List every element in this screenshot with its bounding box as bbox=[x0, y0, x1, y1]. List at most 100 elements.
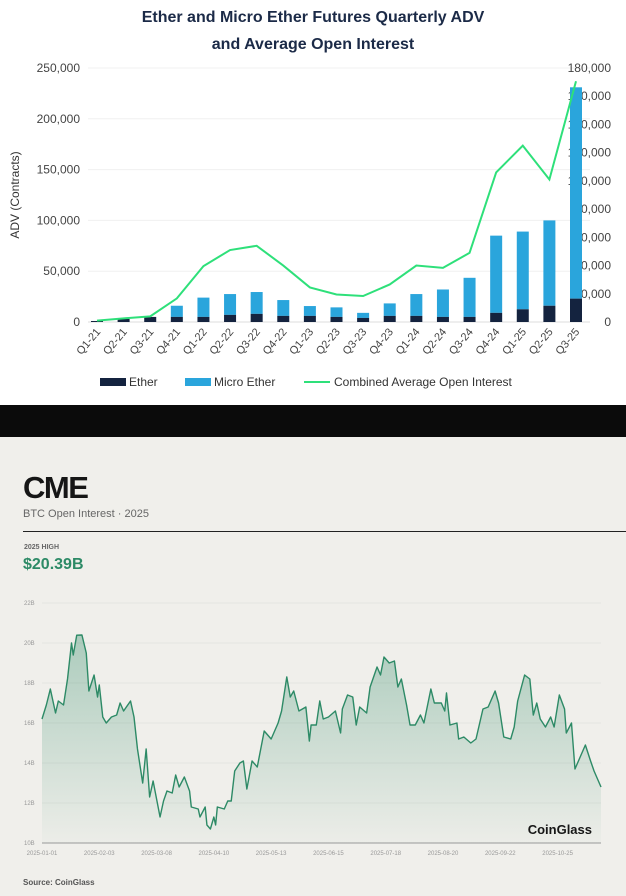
bar-micro-ether bbox=[490, 235, 503, 313]
x-tick-label: Q3-22 bbox=[234, 326, 263, 357]
header-rule bbox=[23, 531, 626, 532]
bar-ether bbox=[197, 316, 210, 322]
y-tick-label: 22B bbox=[24, 601, 35, 607]
y2-tick-label: 180,000 bbox=[568, 61, 612, 75]
bar-ether bbox=[170, 316, 183, 322]
x-tick-label: Q4-23 bbox=[367, 326, 396, 357]
cme-btc-oi-panel: CME BTC Open Interest · 2025 2025 HIGH $… bbox=[0, 437, 626, 896]
x-tick-label: Q1-22 bbox=[181, 326, 210, 357]
y2-tick-label: 40,000 bbox=[574, 259, 611, 273]
bar-micro-ether bbox=[250, 292, 263, 314]
y-tick-label: 20B bbox=[24, 641, 35, 647]
bar-ether bbox=[330, 316, 343, 322]
bar-ether bbox=[543, 305, 556, 322]
high-value: $20.39B bbox=[23, 556, 84, 573]
legend-label-micro-ether: Micro Ether bbox=[214, 375, 275, 389]
bar-ether bbox=[516, 309, 529, 322]
bar-ether bbox=[91, 320, 103, 322]
bar-ether bbox=[410, 315, 423, 322]
bar-micro-ether bbox=[303, 306, 316, 316]
bar-micro-ether bbox=[330, 307, 343, 317]
x-tick-label: 2025-10-25 bbox=[542, 851, 573, 857]
y-tick-label: 10B bbox=[24, 841, 35, 847]
x-tick-label: Q1-24 bbox=[394, 326, 423, 357]
high-label: 2025 HIGH bbox=[24, 544, 60, 551]
y2-tick-label: 60,000 bbox=[574, 230, 611, 244]
cme-logo: CME bbox=[23, 470, 89, 505]
x-tick-label: 2025-03-08 bbox=[141, 851, 172, 857]
x-tick-label: 2025-09-22 bbox=[485, 851, 516, 857]
y-tick-label: 0 bbox=[73, 315, 80, 329]
y-tick-label: 250,000 bbox=[37, 61, 81, 75]
line-open-interest bbox=[96, 81, 577, 322]
y-axis-label: ADV (Contracts) bbox=[8, 151, 22, 238]
bar-micro-ether bbox=[410, 294, 423, 316]
bar-micro-ether bbox=[224, 294, 237, 315]
bar-ether bbox=[570, 298, 582, 322]
bar-ether bbox=[383, 315, 396, 322]
bar-ether bbox=[277, 315, 290, 322]
legend-label-oi: Combined Average Open Interest bbox=[334, 375, 513, 389]
bar-ether bbox=[144, 316, 157, 322]
legend-swatch-micro-ether bbox=[185, 378, 211, 386]
y2-tick-label: 20,000 bbox=[574, 287, 611, 301]
x-tick-label: Q2-21 bbox=[101, 326, 130, 357]
y2-tick-label: 80,000 bbox=[574, 202, 611, 216]
y-tick-label: 16B bbox=[24, 721, 35, 727]
bar-micro-ether bbox=[357, 312, 370, 318]
x-tick-label: Q1-23 bbox=[287, 326, 316, 357]
bar-ether bbox=[117, 318, 130, 322]
x-tick-label: Q1-21 bbox=[74, 326, 103, 357]
x-tick-label: Q2-22 bbox=[208, 326, 237, 357]
x-tick-label: Q3-21 bbox=[128, 326, 157, 357]
y-tick-label: 100,000 bbox=[37, 213, 81, 227]
x-tick-label: Q3-25 bbox=[553, 326, 582, 357]
bar-micro-ether bbox=[570, 87, 582, 299]
bar-micro-ether bbox=[383, 303, 396, 316]
bar-micro-ether bbox=[170, 305, 183, 317]
y-tick-label: 150,000 bbox=[37, 163, 81, 177]
x-tick-label: 2025-02-03 bbox=[84, 851, 115, 857]
x-tick-label: Q4-22 bbox=[261, 326, 290, 357]
chart-title-line-1: Ether and Micro Ether Futures Quarterly … bbox=[141, 9, 485, 26]
chart-subtitle: BTC Open Interest · 2025 bbox=[23, 508, 149, 520]
x-tick-label: Q2-24 bbox=[420, 326, 449, 357]
x-tick-label: 2025-06-15 bbox=[313, 851, 344, 857]
bar-ether bbox=[463, 316, 476, 322]
x-tick-label: Q2-25 bbox=[527, 326, 556, 357]
x-tick-label: Q4-21 bbox=[154, 326, 183, 357]
bar-ether bbox=[224, 314, 237, 322]
y-tick-label: 14B bbox=[24, 761, 35, 767]
x-tick-label: Q3-23 bbox=[341, 326, 370, 357]
bar-micro-ether bbox=[197, 297, 210, 317]
x-tick-label: Q1-25 bbox=[500, 326, 529, 357]
y-tick-label: 18B bbox=[24, 681, 35, 687]
y-tick-label: 200,000 bbox=[37, 112, 81, 126]
y-tick-label: 50,000 bbox=[43, 264, 80, 278]
x-tick-label: 2025-07-18 bbox=[370, 851, 401, 857]
x-tick-label: 2025-05-13 bbox=[256, 851, 287, 857]
eth-adv-chart: ADV (Contracts) 0 50,000 100,000 150,000 200… bbox=[8, 61, 612, 389]
legend-swatch-ether bbox=[100, 378, 126, 386]
x-tick-label: 2025-08-20 bbox=[428, 851, 459, 857]
bar-ether bbox=[490, 312, 503, 322]
bar-ether bbox=[303, 315, 316, 322]
source-note: Source: CoinGlass bbox=[23, 878, 95, 887]
bar-micro-ether bbox=[277, 300, 290, 316]
chart-title-line-2: and Average Open Interest bbox=[211, 36, 415, 53]
x-tick-label: Q3-24 bbox=[447, 326, 476, 357]
y-tick-label: 12B bbox=[24, 801, 35, 807]
bar-micro-ether bbox=[543, 220, 556, 306]
coinglass-watermark: CoinGlass bbox=[528, 822, 592, 837]
bar-ether bbox=[357, 317, 370, 322]
line-btc-open-interest bbox=[41, 634, 602, 830]
x-tick-label: Q2-23 bbox=[314, 326, 343, 357]
eth-futures-panel: Ether and Micro Ether Futures Quarterly … bbox=[0, 0, 626, 405]
bar-ether bbox=[436, 316, 449, 322]
bar-micro-ether bbox=[516, 231, 529, 310]
bar-micro-ether bbox=[436, 289, 449, 317]
area-fill bbox=[42, 635, 601, 843]
divider-band bbox=[0, 405, 626, 437]
btc-oi-chart: 10B 12B 14B 16B 18B 20B 22B 2025-01-01 2025-02-0… bbox=[24, 601, 602, 857]
x-tick-label: 2025-04-10 bbox=[199, 851, 230, 857]
